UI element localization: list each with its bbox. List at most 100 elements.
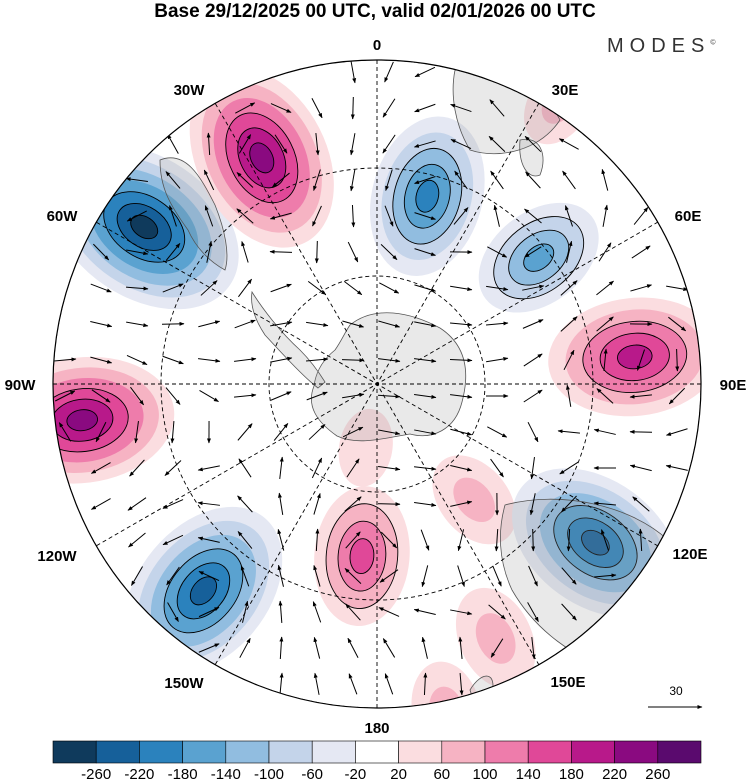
colorbar-tick-label: 140 — [516, 766, 541, 783]
wind-vector — [198, 320, 221, 328]
wind-vector — [312, 601, 322, 623]
wind-vector — [203, 169, 215, 191]
colorbar-tick-label: 260 — [645, 766, 670, 783]
colorbar-swatch — [527, 740, 572, 764]
wind-vector — [350, 61, 357, 84]
wind-vector — [92, 243, 110, 261]
wind-vector — [206, 240, 213, 263]
colorbar-swatch — [355, 740, 399, 764]
map-border — [52, 59, 702, 709]
anomaly-contour — [66, 409, 99, 432]
wind-vector — [343, 280, 363, 296]
wind-vector — [527, 421, 539, 443]
wind-vector — [126, 321, 149, 328]
anomaly-contour — [523, 243, 555, 272]
wind-vector — [125, 177, 148, 182]
wind-vector — [91, 389, 111, 403]
wind-vector — [197, 501, 220, 506]
anomaly-center-6 — [53, 356, 175, 484]
label-90w: 90W — [5, 377, 37, 394]
wind-vector — [344, 568, 362, 584]
anomaly-center-13 — [338, 408, 393, 487]
wind-vector — [603, 348, 608, 371]
wind-vector — [162, 355, 184, 365]
wind-vector — [241, 240, 249, 263]
brand-name: MODES — [607, 35, 711, 57]
wind-vector — [269, 249, 293, 254]
wind-vector — [95, 421, 107, 443]
anomaly-center-9 — [478, 202, 599, 313]
wind-vector — [668, 387, 686, 405]
wind-vector — [165, 387, 181, 405]
wind-vector — [197, 536, 220, 543]
wind-vector — [562, 170, 576, 190]
wind-vector — [414, 103, 436, 113]
wind-vector — [459, 672, 464, 696]
wind-vector — [313, 636, 321, 659]
wind-vector — [274, 134, 288, 154]
wind-vector — [198, 643, 220, 653]
wind-vector — [128, 532, 146, 548]
wind-vector — [311, 457, 323, 479]
wind-vector — [382, 98, 396, 118]
wind-vector — [414, 358, 437, 363]
wind-vector — [531, 528, 536, 552]
wind-vector — [379, 569, 399, 583]
wind-vector — [453, 207, 469, 225]
wind-vector — [167, 133, 179, 154]
wind-vector — [270, 391, 292, 401]
wind-vector — [629, 464, 652, 472]
colorbar-tick-label: -260 — [81, 766, 111, 783]
wind-vector — [487, 246, 508, 258]
wind-vector — [307, 280, 327, 296]
wind-vector — [204, 205, 214, 227]
latitude-circle-70s — [268, 275, 486, 493]
wind-vector — [638, 528, 643, 552]
wind-vector — [347, 637, 359, 658]
wind-vector — [675, 348, 680, 372]
wind-vector — [602, 204, 609, 227]
wind-vector — [90, 498, 111, 510]
label-0: 0 — [373, 37, 381, 54]
colorbar-swatch — [311, 740, 356, 764]
wind-vector — [238, 134, 252, 154]
wind-vector — [450, 285, 473, 292]
anomaly-center-2 — [455, 587, 536, 690]
wind-vector — [351, 204, 356, 228]
wind-vector — [200, 280, 218, 296]
wind-vector — [450, 138, 472, 150]
anomaly-contour — [411, 661, 482, 708]
wind-vector — [234, 357, 257, 362]
wind-vector — [126, 249, 149, 256]
colorbar-swatch — [398, 740, 443, 764]
wind-vector — [486, 356, 509, 363]
map-title: Base 29/12/2025 00 UTC, valid 02/01/2026… — [154, 1, 596, 22]
wind-vector — [313, 564, 321, 587]
wind-vector — [385, 169, 393, 191]
wind-vector — [206, 132, 211, 156]
wind-vector-layer — [54, 61, 689, 696]
colorbar-tick-label: -100 — [254, 766, 284, 783]
anomaly-contour — [349, 538, 375, 575]
wind-vector — [528, 565, 538, 587]
wind-vector — [378, 358, 401, 363]
map-disc — [53, 60, 701, 708]
wind-vector — [630, 284, 653, 292]
wind-vector — [450, 500, 473, 507]
wind-vector — [306, 391, 328, 401]
wind-vector — [242, 600, 249, 623]
wind-vector — [134, 421, 139, 444]
wind-vector — [494, 528, 499, 552]
wind-vector — [279, 636, 284, 660]
label-90e: 90E — [720, 377, 747, 394]
colorbar-swatch — [571, 740, 615, 764]
anomaly-contour — [338, 408, 393, 487]
wind-vector — [54, 390, 76, 402]
wind-vector — [414, 284, 437, 292]
wind-vector — [377, 502, 401, 507]
wind-vector — [237, 423, 253, 441]
colorbar-tick-label: -220 — [124, 766, 154, 783]
wind-vector — [313, 672, 320, 695]
wind-vector — [378, 429, 401, 436]
wind-vector — [270, 356, 293, 363]
